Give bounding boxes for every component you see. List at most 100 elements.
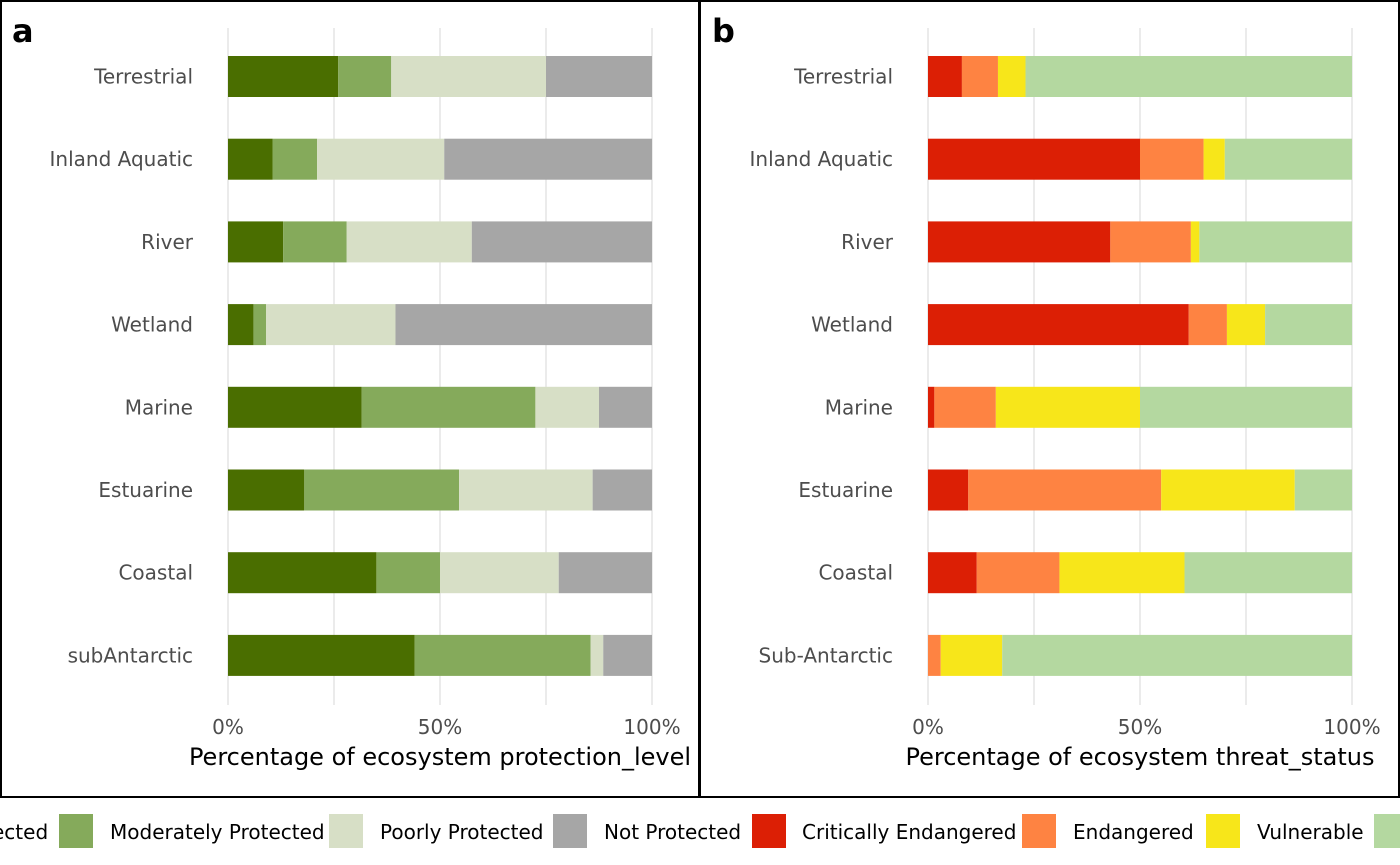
panel-b-bar-segment [928,634,941,676]
panel-b-bar-segment [1226,304,1266,346]
panel-b-category-label: Marine [825,395,893,419]
panel-a-bar-segment [266,304,396,346]
panel-b-bar-segment [928,552,977,594]
panel-a-bar-segment [317,138,445,180]
legend: ected Moderately Protected Poorly Protecte… [0,814,1400,848]
panel-b-bar-segment [976,552,1060,594]
panel-a-bar-segment [361,386,536,428]
panel-a-bar-segment [272,138,318,180]
panel-b-category-label: Wetland [811,313,893,337]
panel-a-bar-segment [228,552,377,594]
panel-b-frame [699,0,1400,798]
legend-swatch [1022,814,1056,848]
panel-a-bar-segment [253,304,267,346]
panel-b-bar-segment [934,386,996,428]
panel-b-bar-segment [1025,56,1352,97]
panel-b-category-label: River [841,230,894,254]
panel-b-category-label: Terrestrial [793,65,893,89]
panel-a-category-label: subAntarctic [68,643,193,667]
panel-a-bar-segment [592,469,652,511]
panel-b-bar-segment [1059,552,1185,594]
panel-b-bar-segment [1184,552,1352,594]
panel-b-x-tick-label: 100% [1323,715,1380,739]
panel-b-bar-segment [1140,138,1204,180]
panel-b-bar-segment [995,386,1140,428]
panel-a-bar-segment [228,138,273,180]
panel-a-bar-segment [471,221,652,263]
panel-a-category-label: Estuarine [98,478,193,502]
panel-a-bar-segment [395,304,652,346]
panel-b-bar-segment [1161,469,1295,511]
panel-a-bar-segment [546,56,652,97]
panel-a-category-label: Terrestrial [93,65,193,89]
panel-b-category-label: Inland Aquatic [750,147,893,171]
legend-swatch [553,814,587,848]
panel-b-xaxis-title: Percentage of ecosystem threat_status [905,743,1374,771]
panel-a-category-label: Marine [125,395,193,419]
legend-label: ected [0,820,48,844]
panel-a-bar-segment [283,221,347,263]
panel-b-bar-segment [1110,221,1191,263]
legend-swatch [59,814,93,848]
panel-b-bar-segment [961,56,998,97]
panel-a-bar-segment [228,304,254,346]
panel-a-category-label: Coastal [118,561,193,585]
panel-a-chart: 0% 50% 100% Terrestrial Inland Aquatic River W… [50,28,681,739]
panel-a-bar-segment [558,552,652,594]
legend-swatch [329,814,363,848]
legend-swatch [752,814,786,848]
panel-a-bar-segment [444,138,652,180]
panel-a-xaxis-title: Percentage of ecosystem protection_level [189,743,691,771]
panel-a-x-tick-label: 50% [418,715,462,739]
panel-b-tag: b [712,12,735,50]
panel-a-bar-segment [228,221,284,263]
legend-label: Vulnerable [1257,820,1364,844]
panel-a-category-label: Wetland [111,313,193,337]
panel-a-bar-segment [304,469,460,511]
legend-label: Not Protected [604,820,741,844]
panel-a-bar-segment [590,634,604,676]
panel-b-bar-segment [1140,386,1352,428]
panel-b-bar-segment [1199,221,1352,263]
panel-a-tag: a [12,12,34,50]
panel-a-bar-segment [391,56,546,97]
panel-a-bar-segment [414,634,591,676]
panel-b-x-tick-label: 0% [912,715,944,739]
panel-b-bar-segment [928,469,969,511]
panel-a-bar-segment [535,386,599,428]
panel-b-bar-segment [928,386,935,428]
panel-a-category-label: Inland Aquatic [50,147,193,171]
panel-b-category-label: Estuarine [798,478,893,502]
panel-b-bar-segment [1190,221,1200,263]
panel-a-bar-segment [228,634,415,676]
panel-b-bar-segment [928,56,962,97]
panel-a-bar-segment [440,552,559,594]
panel-a-bar-segment [338,56,392,97]
panel-b-bar-segment [928,221,1111,263]
legend-label: Moderately Protected [110,820,325,844]
legend-label: Endangered [1073,820,1194,844]
panel-b-x-tick-label: 50% [1118,715,1162,739]
panel-b-bar-segment [997,56,1026,97]
panel-a-bar-segment [376,552,440,594]
panel-a-x-tick-label: 0% [212,715,244,739]
panel-a-bar-segment [346,221,472,263]
panel-b-bar-segment [928,138,1140,180]
panel-a-bar-segment [228,386,362,428]
panel-b-bar-segment [928,304,1189,346]
panel-b-bar-segment [1224,138,1352,180]
legend-swatch [1374,814,1400,848]
legend-swatch [1206,814,1240,848]
legend-label: Poorly Protected [380,820,544,844]
panel-a-bar-segment [228,469,305,511]
panel-b-bar-segment [940,634,1003,676]
panel-b-bar-segment [1294,469,1352,511]
panel-a-bar-segment [603,634,652,676]
panel-b-category-label: Sub-Antarctic [759,643,893,667]
panel-b-chart: 0% 50% 100% Terrestrial Inland Aquatic River W… [750,28,1381,739]
panel-b-bar-segment [1203,138,1225,180]
panel-b-bar-segment [1002,634,1352,676]
panel-a-category-label: River [141,230,194,254]
panel-a-bar-segment [228,56,339,97]
